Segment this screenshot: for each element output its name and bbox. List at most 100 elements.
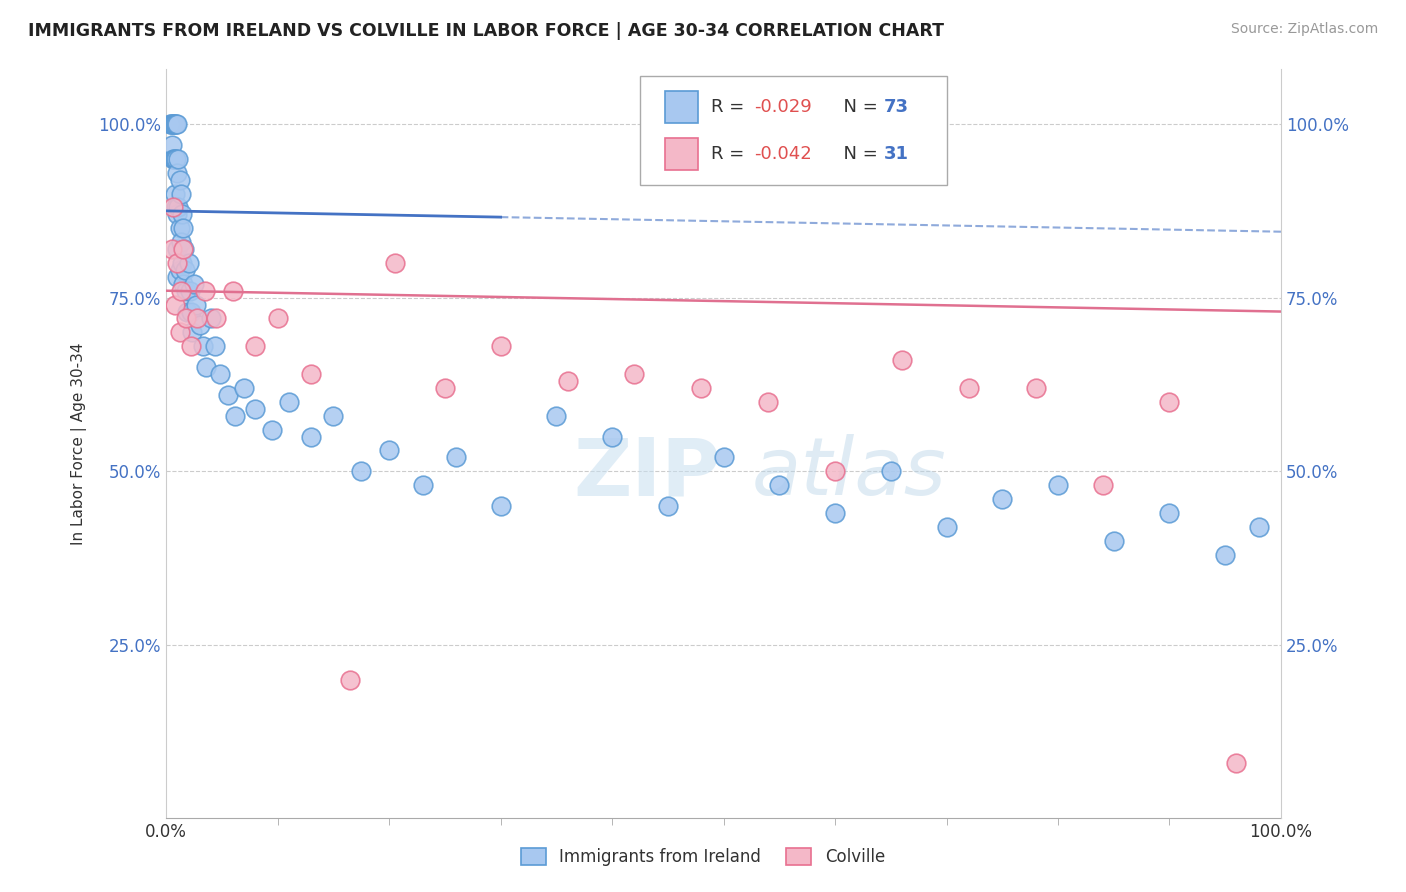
Point [1091,478,1114,492]
Point [322,409,344,423]
Point [489,339,512,353]
Point [233,381,256,395]
Text: atlas: atlas [751,434,946,513]
Point [245,401,267,416]
Point [299,429,322,443]
Point [1247,520,1270,534]
Point [657,499,679,513]
Point [160,242,183,256]
Text: R =: R = [711,145,751,163]
Point [756,394,779,409]
Point [174,284,197,298]
Point [299,367,322,381]
Text: 31: 31 [884,145,910,163]
Point [166,166,188,180]
Point [162,117,184,131]
Text: N =: N = [832,145,883,163]
Point [188,318,211,333]
Point [166,207,188,221]
Point [169,326,191,340]
Point [824,506,846,520]
Legend: Immigrants from Ireland, Colville: Immigrants from Ireland, Colville [513,840,893,875]
Point [433,381,456,395]
Point [162,152,184,166]
Point [339,673,361,687]
Point [169,221,191,235]
Point [444,450,467,465]
Point [163,152,186,166]
Point [163,117,186,131]
Text: -0.042: -0.042 [754,145,811,163]
Point [170,186,193,201]
FancyBboxPatch shape [665,138,697,169]
Text: 73: 73 [884,98,910,116]
Point [169,263,191,277]
Point [173,242,195,256]
Point [217,388,239,402]
Point [384,256,406,270]
Point [557,374,579,388]
Point [160,117,183,131]
Point [165,152,187,166]
Point [172,221,194,235]
Point [824,464,846,478]
Point [623,367,645,381]
Point [489,499,512,513]
Point [165,117,187,131]
Point [191,339,214,353]
Point [180,326,202,340]
Point [177,256,200,270]
Point [378,443,401,458]
Point [222,284,245,298]
Point [546,409,568,423]
Point [166,242,188,256]
Point [170,284,193,298]
Point [713,450,735,465]
Point [165,297,187,311]
Point [180,339,202,353]
Point [768,478,790,492]
Point [350,464,373,478]
Point [194,284,217,298]
Point [165,152,187,166]
Point [600,429,623,443]
FancyBboxPatch shape [665,91,697,123]
Point [170,235,193,249]
Point [166,117,188,131]
Point [174,263,197,277]
Point [170,207,193,221]
Text: R =: R = [711,98,751,116]
Point [170,256,193,270]
Point [165,201,187,215]
Point [200,311,222,326]
Text: IMMIGRANTS FROM IRELAND VS COLVILLE IN LABOR FORCE | AGE 30-34 CORRELATION CHART: IMMIGRANTS FROM IRELAND VS COLVILLE IN L… [28,22,943,40]
Point [208,367,231,381]
Y-axis label: In Labor Force | Age 30-34: In Labor Force | Age 30-34 [72,343,87,545]
Point [166,256,188,270]
Point [277,394,299,409]
Point [165,186,187,201]
Point [169,172,191,186]
Point [412,478,434,492]
Text: -0.029: -0.029 [754,98,811,116]
Point [186,311,208,326]
Point [935,520,957,534]
Point [880,464,903,478]
Point [205,311,228,326]
Point [186,297,208,311]
Point [1025,381,1047,395]
Point [224,409,246,423]
Point [179,284,201,298]
Point [167,201,190,215]
FancyBboxPatch shape [640,76,946,185]
Point [172,242,194,256]
Point [165,117,187,131]
Text: Source: ZipAtlas.com: Source: ZipAtlas.com [1230,22,1378,37]
Text: N =: N = [832,98,883,116]
Point [890,353,912,368]
Point [1159,506,1181,520]
Point [174,311,197,326]
Point [1046,478,1069,492]
Point [180,304,202,318]
Point [183,277,205,291]
